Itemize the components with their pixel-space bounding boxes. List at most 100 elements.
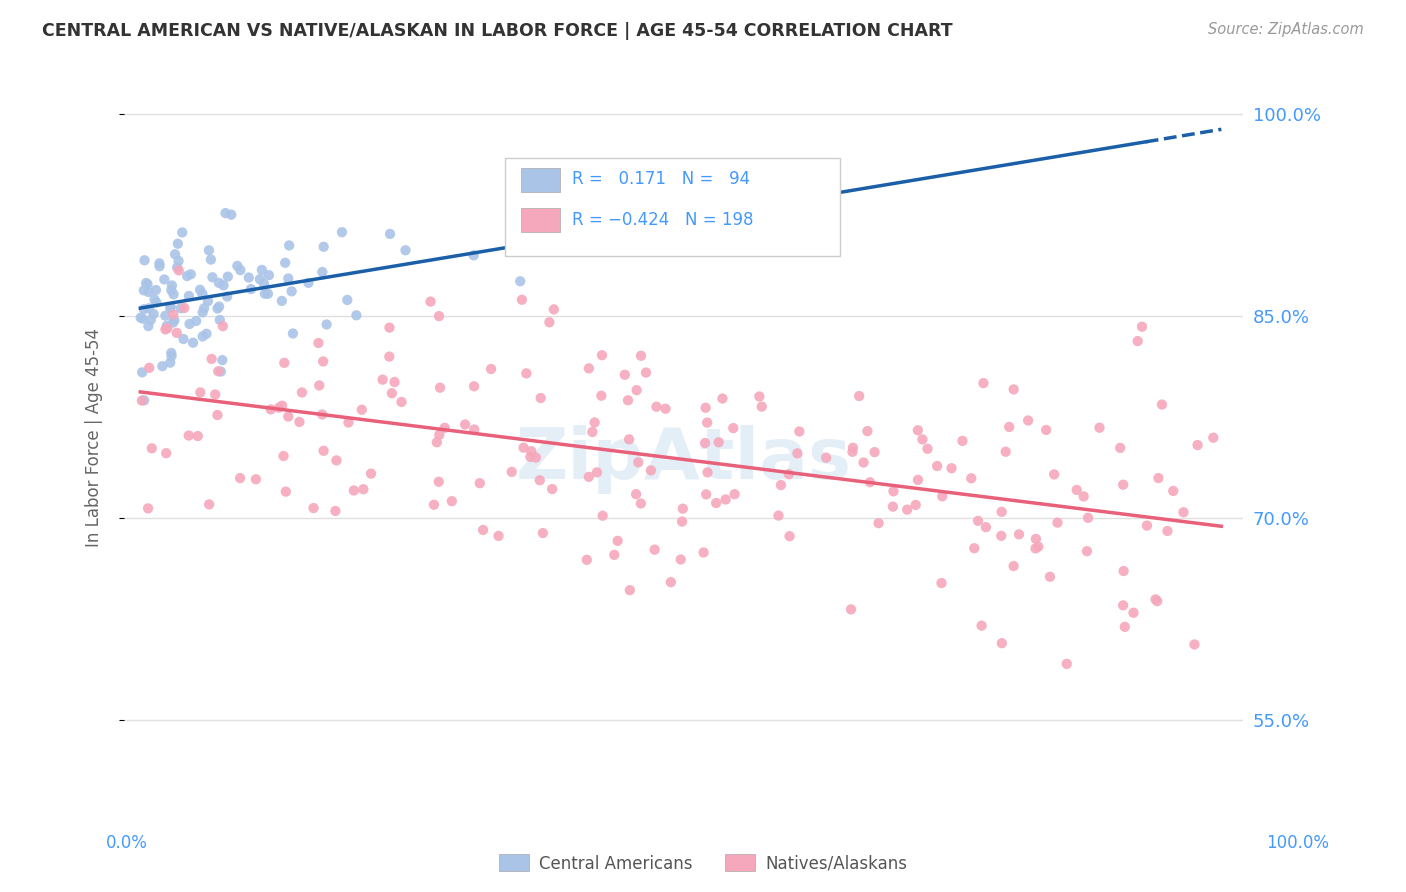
Point xyxy=(260,402,283,417)
Point xyxy=(994,444,1017,458)
Point xyxy=(360,467,382,481)
Point xyxy=(613,368,636,382)
Point xyxy=(378,320,401,334)
Point xyxy=(707,435,730,450)
Point xyxy=(138,360,160,375)
Point xyxy=(1122,606,1144,620)
Point xyxy=(693,436,716,450)
Point xyxy=(531,526,554,541)
Point xyxy=(779,529,801,543)
Point xyxy=(515,367,537,381)
FancyBboxPatch shape xyxy=(522,168,561,192)
Point xyxy=(172,332,194,346)
Point xyxy=(281,326,304,341)
Point xyxy=(145,295,167,310)
Point xyxy=(302,501,325,516)
Point xyxy=(311,265,333,279)
Point xyxy=(591,389,613,403)
Point xyxy=(1026,540,1049,554)
Point xyxy=(952,434,974,448)
Point xyxy=(201,270,224,285)
Point xyxy=(848,389,870,403)
Point xyxy=(1150,398,1173,412)
Point xyxy=(583,416,606,430)
Point xyxy=(427,475,450,489)
Point xyxy=(131,393,153,408)
Point xyxy=(166,260,188,275)
Point xyxy=(586,466,609,480)
Point xyxy=(1002,383,1025,397)
Point xyxy=(217,289,239,303)
Point xyxy=(991,636,1014,650)
Point xyxy=(280,285,302,299)
FancyBboxPatch shape xyxy=(505,158,841,256)
Point xyxy=(143,293,166,307)
Point xyxy=(543,302,565,317)
Point xyxy=(859,475,882,490)
Point xyxy=(257,268,280,282)
Point xyxy=(1017,413,1039,427)
Point xyxy=(211,319,233,334)
Point xyxy=(162,287,184,301)
Point xyxy=(162,316,184,330)
Point xyxy=(967,514,990,528)
Point xyxy=(378,350,401,364)
Point xyxy=(391,395,413,409)
Point xyxy=(141,442,163,456)
Point xyxy=(253,277,276,291)
Point xyxy=(207,408,229,422)
Text: R = −0.424   N = 198: R = −0.424 N = 198 xyxy=(572,211,754,228)
Point xyxy=(138,301,160,316)
Point xyxy=(160,346,183,360)
Point xyxy=(156,318,179,333)
FancyBboxPatch shape xyxy=(522,208,561,232)
Point xyxy=(160,278,183,293)
Point xyxy=(191,329,214,343)
Point xyxy=(167,254,190,268)
Point xyxy=(253,286,276,301)
Point xyxy=(768,508,790,523)
Point xyxy=(972,376,994,391)
Point xyxy=(1112,599,1135,613)
Point xyxy=(394,244,416,258)
Point xyxy=(1112,564,1135,578)
Point xyxy=(998,420,1021,434)
Point xyxy=(162,308,184,322)
Point xyxy=(1144,592,1167,607)
Point xyxy=(325,504,347,518)
Point xyxy=(640,463,662,477)
Point xyxy=(863,445,886,459)
Point xyxy=(336,293,359,307)
Point xyxy=(136,501,159,516)
Point xyxy=(426,435,449,450)
Point xyxy=(308,378,330,392)
Point xyxy=(191,305,214,319)
Point xyxy=(1173,505,1195,519)
Point xyxy=(578,470,600,484)
Point xyxy=(350,402,373,417)
Point xyxy=(129,310,152,325)
Point xyxy=(312,443,335,458)
Point xyxy=(1088,420,1111,434)
Text: ZipAtlas: ZipAtlas xyxy=(516,425,852,494)
Point xyxy=(131,311,153,326)
Point xyxy=(911,433,934,447)
Point xyxy=(501,465,523,479)
Point xyxy=(381,386,404,401)
Point xyxy=(273,356,295,370)
Point xyxy=(1184,637,1206,651)
Point xyxy=(197,294,219,309)
Point xyxy=(488,529,510,543)
Point xyxy=(229,471,252,485)
Point xyxy=(960,471,983,485)
Point xyxy=(274,256,297,270)
Point xyxy=(704,496,727,510)
Point xyxy=(592,508,614,523)
Point xyxy=(257,286,280,301)
Point xyxy=(217,269,239,284)
Point xyxy=(207,364,229,378)
Point xyxy=(530,391,553,405)
Point xyxy=(1025,532,1047,546)
Point xyxy=(277,271,299,285)
Point xyxy=(974,520,997,534)
